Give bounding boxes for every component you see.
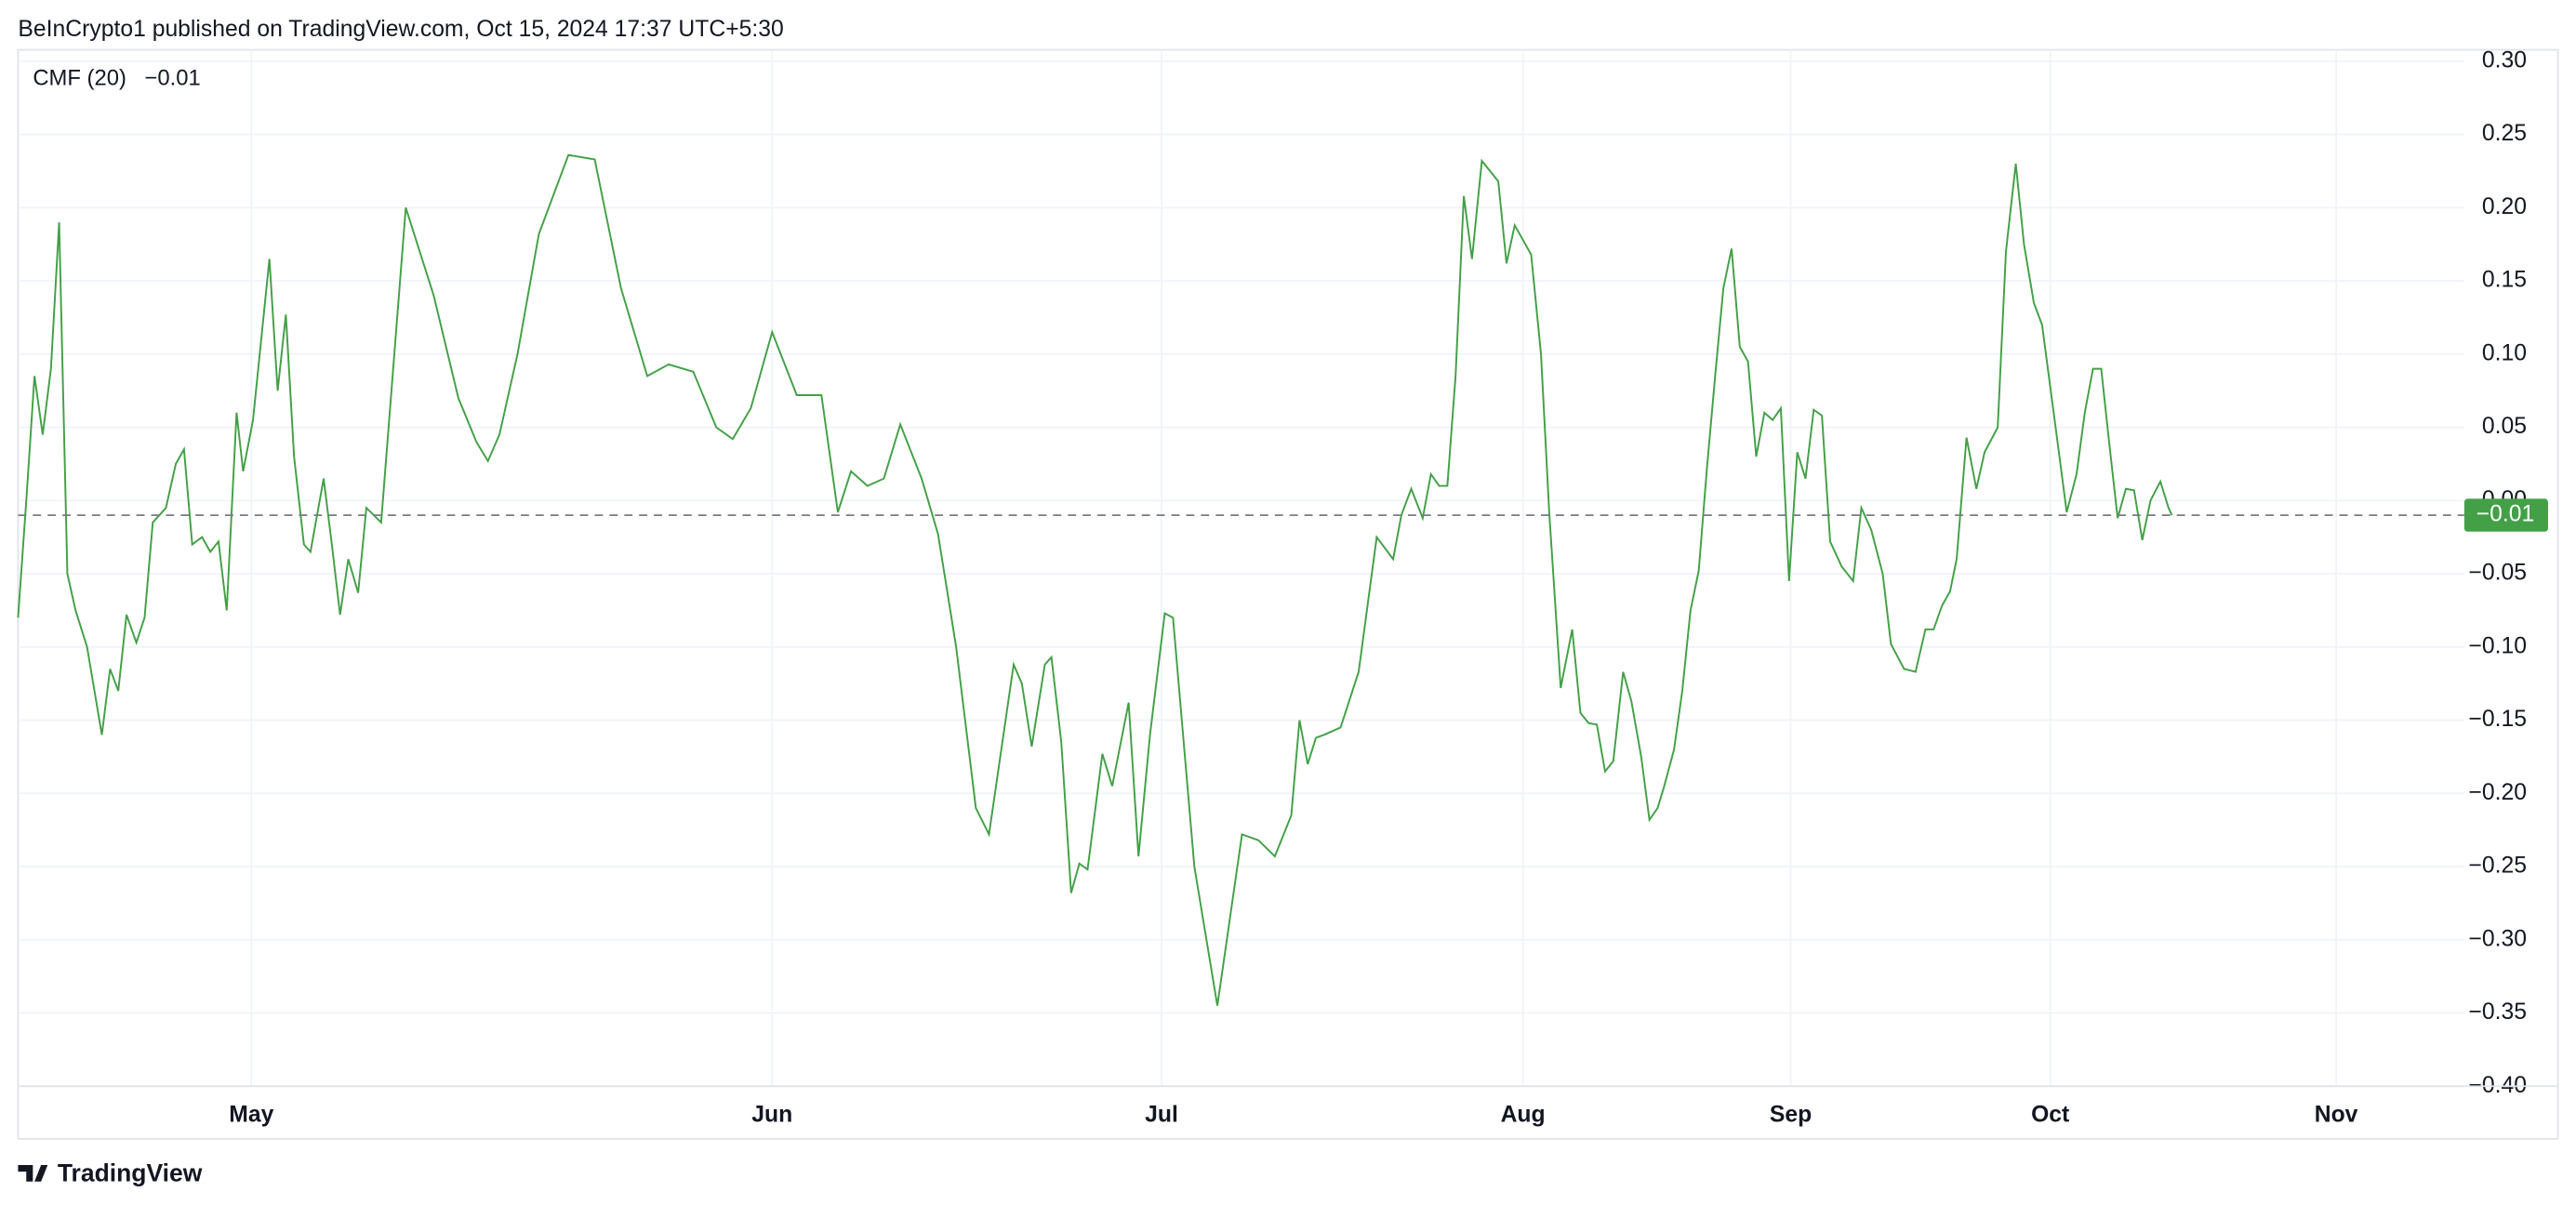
y-tick-label: −0.20 xyxy=(2468,780,2527,805)
logo-icon xyxy=(18,1165,48,1182)
current-value-box xyxy=(2463,498,2548,532)
y-tick-label: 0.30 xyxy=(2482,47,2527,73)
legend-value: −0.01 xyxy=(144,66,200,91)
x-tick-label: Jun xyxy=(751,1103,792,1128)
x-tick-label: Oct xyxy=(2031,1103,2069,1128)
y-tick-label: 0.05 xyxy=(2482,414,2527,439)
x-tick-label: Sep xyxy=(1770,1103,1812,1128)
legend-name: CMF (20) xyxy=(33,66,126,91)
y-tick-label: −0.35 xyxy=(2468,1000,2527,1025)
footer-brand: TradingView xyxy=(58,1159,203,1187)
y-tick-label: −0.40 xyxy=(2468,1073,2527,1098)
cmf-line xyxy=(17,153,2173,1006)
current-value-label: −0.01 xyxy=(2476,502,2535,527)
x-tick-label: Nov xyxy=(2315,1103,2358,1128)
x-tick-label: Jul xyxy=(1145,1103,1178,1128)
y-tick-label: 0.25 xyxy=(2482,121,2527,146)
y-tick-label: −0.25 xyxy=(2468,854,2527,879)
x-tick-label: Aug xyxy=(1501,1103,1546,1128)
y-tick-label: −0.15 xyxy=(2468,707,2527,732)
header: BeInCrypto1 published on TradingView.com… xyxy=(18,17,783,42)
y-tick-label: 0.20 xyxy=(2482,194,2527,219)
y-tick-label: −0.05 xyxy=(2468,561,2527,586)
grid xyxy=(18,49,2464,1088)
x-tick-label: May xyxy=(229,1103,273,1128)
frame xyxy=(17,48,2559,1140)
logo: TradingView xyxy=(18,1159,203,1187)
y-tick-label: 0.10 xyxy=(2482,340,2527,365)
y-tick-label: −0.30 xyxy=(2468,926,2527,951)
plot xyxy=(17,153,2464,1006)
y-tick-label: −0.10 xyxy=(2468,633,2527,658)
y-tick-label: 0.15 xyxy=(2482,268,2527,293)
